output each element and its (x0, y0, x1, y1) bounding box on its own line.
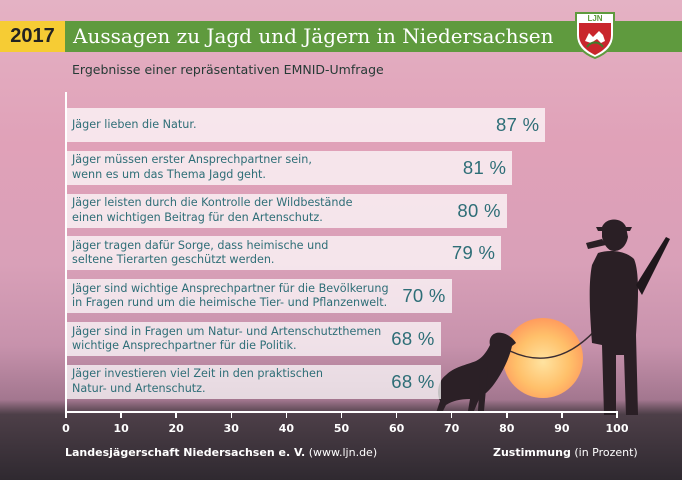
x-tick-5 (340, 413, 343, 418)
bar-3 (67, 236, 502, 271)
bar-value-label-2: 80 % (457, 199, 501, 221)
bar-value-label-1: 81 % (462, 156, 507, 178)
x-tick-label-4: 40 (278, 422, 295, 435)
bar-value-label-4: 70 % (402, 285, 446, 307)
logo-text: LJN (587, 14, 602, 23)
x-axis-label-main: Zustimmung (493, 446, 571, 459)
x-tick-label-5: 50 (333, 422, 350, 435)
bar-label-line: seltene Tierarten geschützt werden. (72, 253, 275, 267)
bar-value-label-5: 68 % (391, 328, 435, 349)
bar-label-1: Jäger müssen erster Ansprechpartner sein… (72, 153, 312, 182)
bar-5 (67, 322, 441, 356)
bar-label-line: Jäger tragen dafür Sorge, dass heimische… (72, 238, 329, 252)
source-organization: Landesjägerschaft Niedersachsen e. V. (65, 446, 306, 459)
bar-label-line: wenn es um das Thema Jagd geht. (72, 167, 266, 181)
page-subtitle: Ergebnisse einer repräsentativen EMNID-U… (72, 62, 384, 77)
bar-0 (67, 108, 546, 142)
bar-4 (67, 279, 452, 314)
x-tick-10 (616, 413, 618, 418)
bar-label-line: wichtige Ansprechpartner für die Politik… (72, 339, 297, 352)
bar-label-6: Jäger investieren viel Zeit in den prakt… (72, 367, 323, 396)
bar-1 (67, 150, 513, 185)
bar-value-label-3: 79 % (451, 242, 496, 264)
year-badge: 2017 (0, 21, 65, 52)
x-tick-3 (230, 413, 233, 418)
x-tick-2 (175, 413, 177, 418)
source-url: (www.ljn.de) (305, 446, 378, 459)
x-tick-4 (285, 413, 288, 418)
bar-6 (67, 364, 441, 399)
x-tick-8 (506, 413, 508, 418)
bar-label-3: Jäger tragen dafür Sorge, dass heimische… (72, 239, 328, 268)
x-tick-label-9: 90 (554, 422, 570, 435)
x-tick-label-3: 30 (223, 422, 239, 435)
y-axis-line (65, 92, 67, 412)
x-tick-label-6: 60 (388, 422, 405, 435)
x-tick-7 (450, 413, 453, 418)
x-tick-label-8: 80 (499, 422, 515, 435)
bar-2 (67, 193, 507, 228)
x-axis-label: Zustimmung (in Prozent) (493, 446, 638, 459)
ljn-shield-logo-icon: LJN (575, 12, 615, 59)
bar-label-line: Jäger investieren viel Zeit in den prakt… (72, 367, 323, 381)
x-tick-1 (120, 413, 122, 418)
x-tick-label-2: 20 (168, 422, 184, 435)
x-tick-label-0: 0 (62, 422, 70, 435)
x-tick-label-7: 70 (444, 422, 460, 435)
bar-value-label-6: 68 % (391, 370, 435, 392)
bar-label-4: Jäger sind wichtige Ansprechpartner für … (72, 282, 389, 311)
x-tick-label-10: 100 (605, 422, 629, 435)
bar-label-0: Jäger lieben die Natur. (72, 118, 197, 133)
bar-label-line: in Fragen rund um die heimische Tier- un… (72, 296, 388, 310)
bar-value-label-0: 87 % (495, 114, 540, 135)
bar-label-line: Jäger lieben die Natur. (72, 117, 197, 131)
bar-label-2: Jäger leisten durch die Kontrolle der Wi… (72, 196, 353, 225)
x-axis-line (65, 411, 618, 413)
x-tick-6 (395, 413, 398, 418)
bar-label-line: einen wichtigen Beitrag für den Artensch… (72, 210, 323, 224)
bar-label-line: Natur- und Artenschutz. (72, 381, 206, 395)
bar-label-line: Jäger leisten durch die Kontrolle der Wi… (72, 196, 353, 210)
x-axis-label-unit: (in Prozent) (570, 446, 638, 459)
source-credit: Landesjägerschaft Niedersachsen e. V. (w… (65, 446, 377, 459)
bar-label-line: Jäger müssen erster Ansprechpartner sein… (72, 153, 312, 167)
x-tick-9 (561, 413, 563, 418)
bar-label-line: Jäger sind in Fragen um Natur- und Arten… (72, 324, 382, 338)
bar-label-5: Jäger sind in Fragen um Natur- und Arten… (72, 325, 381, 354)
x-tick-label-1: 10 (113, 422, 129, 435)
bar-label-line: Jäger sind wichtige Ansprechpartner für … (72, 281, 389, 295)
hunter-dog-silhouette (436, 219, 670, 415)
x-tick-0 (65, 413, 67, 418)
